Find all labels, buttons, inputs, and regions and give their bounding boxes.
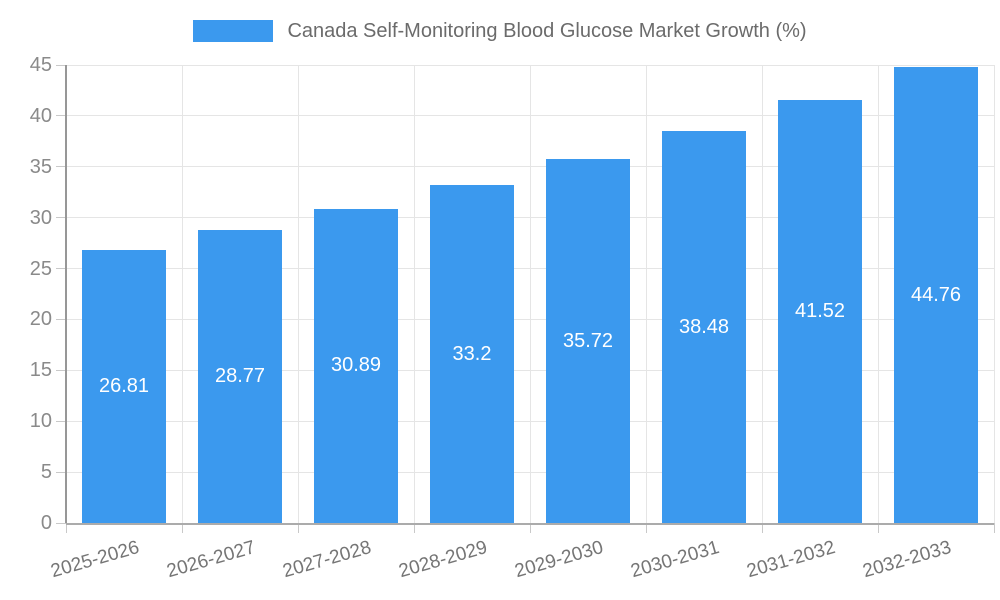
y-tick-mark [56,64,66,66]
bar-2031-2032[interactable]: 41.52 [778,100,862,523]
bar-2026-2027[interactable]: 28.77 [198,230,282,523]
y-axis-line [65,65,67,523]
v-gridline [645,65,647,523]
x-tick-mark [877,523,879,533]
chart-title: Canada Self-Monitoring Blood Glucose Mar… [287,20,807,42]
x-tick-mark [993,523,995,533]
y-tick-mark [56,471,66,473]
x-tick-mark [761,523,763,533]
x-tick-label: 2028-2029 [396,537,490,583]
y-tick-mark [56,318,66,320]
bar-2030-2031[interactable]: 38.48 [662,131,746,523]
y-tick-mark [56,217,66,219]
x-tick-label: 2029-2030 [512,537,606,583]
y-tick-label: 25 [29,257,52,280]
bar-value-label: 28.77 [214,365,266,388]
y-tick-mark [56,420,66,422]
y-tick-label: 35 [29,155,52,178]
y-tick-label: 5 [40,461,52,484]
y-tick-label: 10 [29,410,52,433]
x-tick-mark [65,523,67,533]
v-gridline [993,65,995,523]
y-tick-mark [56,268,66,270]
v-gridline [529,65,531,523]
bar-2029-2030[interactable]: 35.72 [546,159,630,523]
y-tick-label: 20 [29,308,52,331]
bar-2027-2028[interactable]: 30.89 [314,208,398,523]
x-tick-mark [297,523,299,533]
x-tick-mark [181,523,183,533]
v-gridline [877,65,879,523]
x-tick-label: 2025-2026 [48,537,142,583]
x-tick-mark [413,523,415,533]
y-tick-label: 45 [29,54,52,76]
chart-legend: Canada Self-Monitoring Blood Glucose Mar… [0,18,1000,44]
bar-value-label: 30.89 [330,354,382,377]
bar-2025-2026[interactable]: 26.81 [82,250,166,523]
v-gridline [413,65,415,523]
y-tick-label: 0 [40,512,52,534]
y-tick-label: 30 [29,206,52,229]
x-tick-label: 2027-2028 [280,537,374,583]
x-tick-label: 2030-2031 [628,537,722,583]
x-tick-label: 2031-2032 [744,537,838,583]
bar-value-label: 33.2 [452,342,492,365]
legend-swatch [193,20,274,42]
bar-2032-2033[interactable]: 44.76 [894,67,978,523]
x-axis-line [66,522,994,525]
bar-value-label: 26.81 [98,375,150,398]
y-tick-mark [56,166,66,168]
bar-value-label: 44.76 [910,283,962,306]
x-tick-mark [645,523,647,533]
v-gridline [761,65,763,523]
bar-value-label: 38.48 [678,315,730,338]
x-tick-label: 2026-2027 [164,537,258,583]
y-tick-mark [56,115,66,117]
bar-value-label: 35.72 [562,329,614,352]
x-tick-label: 2032-2033 [860,537,954,583]
plot-area: 26.81 28.77 30.89 33.2 35.72 38.48 41.52 44.76 [66,64,995,525]
v-gridline [297,65,299,523]
y-tick-mark [56,369,66,371]
y-tick-label: 15 [29,359,52,382]
x-tick-mark [529,523,531,533]
bar-value-label: 41.52 [794,300,846,323]
y-tick-mark [56,522,66,524]
v-gridline [181,65,183,523]
y-tick-label: 40 [29,104,52,127]
bar-2028-2029[interactable]: 33.2 [430,185,514,523]
legend-item[interactable]: Canada Self-Monitoring Blood Glucose Mar… [193,18,807,44]
